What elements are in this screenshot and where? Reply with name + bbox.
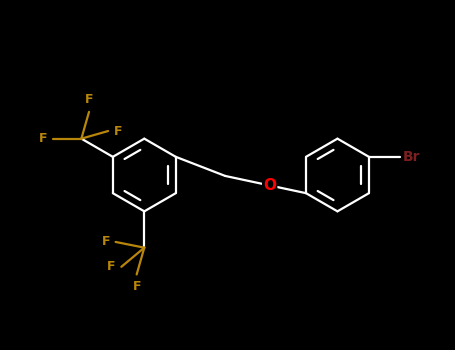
Text: F: F	[101, 236, 110, 248]
Text: F: F	[85, 93, 93, 106]
Text: O: O	[263, 178, 276, 193]
Text: Br: Br	[402, 150, 420, 164]
Text: F: F	[38, 132, 47, 145]
Text: F: F	[132, 280, 141, 293]
Text: F: F	[107, 260, 116, 273]
Text: F: F	[114, 125, 122, 138]
